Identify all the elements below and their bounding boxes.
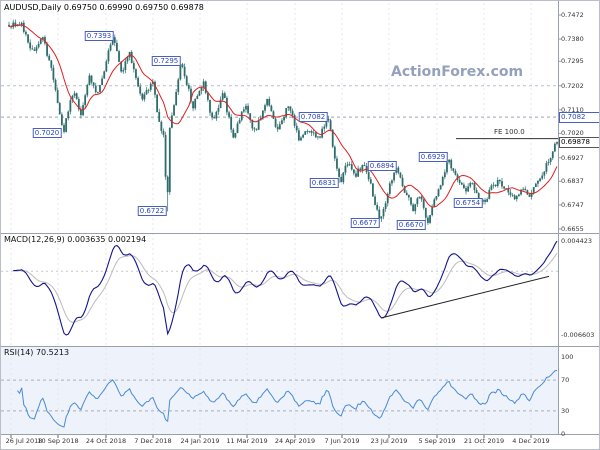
date-axis-label: 26 Jul 2018 — [5, 437, 43, 445]
price-axis-label: 0.7110 — [561, 105, 584, 114]
price-swing-label: 0.7082 — [298, 112, 328, 123]
price-axis-line — [558, 1, 559, 434]
price-axis-label: 0.6655 — [561, 225, 584, 233]
price-axis-label: 0.6747 — [561, 200, 584, 209]
date-axis-label: 24 Jan 2019 — [180, 437, 220, 445]
resistance-price-tag: 0.7082 — [559, 112, 599, 123]
macd-axis-label-bottom: -0.006603 — [561, 331, 595, 339]
actionforex-watermark: ActionForex.com — [391, 64, 524, 80]
date-axis-label: 23 Jul 2019 — [370, 437, 408, 445]
date-axis-label: 24 Oct 2018 — [85, 437, 127, 445]
rsi-panel-background — [1, 347, 558, 434]
price-swing-label: 0.7295 — [151, 56, 181, 67]
price-swing-label: 0.7020 — [32, 128, 62, 139]
rsi-axis-label: 0 — [561, 430, 566, 438]
panel-separator-rsi — [1, 346, 599, 347]
price-swing-label: 0.6670 — [396, 220, 426, 231]
price-axis-label: 0.7380 — [561, 35, 584, 44]
price-axis-label: 0.6837 — [561, 177, 584, 186]
rsi-axis-label: 70 — [561, 376, 570, 385]
date-axis-label: 5 Sep 2019 — [418, 437, 456, 445]
date-axis-label: 21 Oct 2019 — [463, 437, 505, 445]
panel-separator-macd — [1, 233, 599, 234]
date-axis-label: 7 Dec 2018 — [134, 437, 172, 445]
price-axis-label: 0.7202 — [561, 81, 584, 90]
price-swing-label: 0.6831 — [309, 177, 339, 188]
price-swing-label: 0.6677 — [350, 218, 380, 229]
price-swing-label: 0.6894 — [367, 161, 397, 172]
fibonacci-extension-label: FE 100.0 — [494, 128, 525, 136]
date-axis-label: 11 Mar 2019 — [226, 437, 268, 445]
rsi-indicator-label: RSI(14) 70.5213 — [4, 348, 70, 357]
price-axis-label: 0.7020 — [561, 129, 584, 138]
current-price-tag: 0.69878 — [559, 137, 599, 148]
chart-title: AUDUSD,Daily 0.69750 0.69990 0.69750 0.6… — [4, 3, 204, 12]
price-swing-label: 0.6929 — [418, 152, 448, 163]
price-axis-label: 0.6927 — [561, 153, 584, 162]
panel-separator-dates — [1, 434, 599, 435]
price-swing-label: 0.6754 — [453, 198, 483, 209]
macd-indicator-label: MACD(12,26,9) 0.003635 0.002194 — [4, 235, 147, 244]
rsi-axis-label: 30 — [561, 406, 570, 415]
date-axis-label: 7 Jun 2019 — [324, 437, 360, 445]
price-swing-label: 0.7393 — [84, 30, 114, 41]
rsi-axis-label: 100 — [561, 353, 574, 361]
date-axis-label: 10 Sep 2018 — [37, 437, 79, 445]
macd-axis-label-top: 0.004423 — [561, 237, 593, 245]
price-swing-label: 0.6722 — [137, 206, 167, 217]
date-axis-label: 24 Apr 2019 — [274, 437, 316, 445]
date-axis-label: 4 Dec 2019 — [512, 437, 550, 445]
price-axis-label: 0.7295 — [561, 57, 584, 66]
price-axis-label: 0.7472 — [561, 11, 584, 19]
